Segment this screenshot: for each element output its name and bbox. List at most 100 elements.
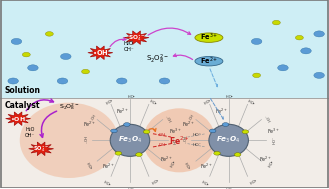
Text: •OH: •OH xyxy=(201,177,210,184)
Text: -OH: -OH xyxy=(158,143,166,147)
Circle shape xyxy=(251,38,262,44)
Text: HO⁻: HO⁻ xyxy=(192,133,201,137)
Text: Fe$^{2+}$: Fe$^{2+}$ xyxy=(102,162,115,171)
FancyArrowPatch shape xyxy=(148,28,190,35)
Text: Fe$_3$O$_4$: Fe$_3$O$_4$ xyxy=(118,135,142,145)
Text: Fe$^{2+}$: Fe$^{2+}$ xyxy=(116,106,129,116)
Text: Fe$^{2+}$: Fe$^{2+}$ xyxy=(259,155,272,164)
Text: HO⁻: HO⁻ xyxy=(86,113,94,122)
Text: Fe$^{3+}$: Fe$^{3+}$ xyxy=(267,127,281,136)
Text: •OH: •OH xyxy=(265,159,272,168)
Text: $\bullet$OH: $\bullet$OH xyxy=(10,115,26,123)
Polygon shape xyxy=(29,142,54,156)
Text: •OH: •OH xyxy=(224,185,233,189)
Circle shape xyxy=(136,153,142,156)
FancyArrowPatch shape xyxy=(110,38,126,47)
Text: HO⁻: HO⁻ xyxy=(174,136,178,144)
Ellipse shape xyxy=(209,124,248,156)
Text: HO⁻: HO⁻ xyxy=(265,113,272,122)
Text: •OH: •OH xyxy=(185,159,192,168)
FancyArrowPatch shape xyxy=(210,98,223,119)
Text: •OH: •OH xyxy=(166,159,174,168)
Text: Fe$^{3+}$: Fe$^{3+}$ xyxy=(200,32,218,43)
Text: •OH: •OH xyxy=(224,92,233,96)
Text: HO⁻: HO⁻ xyxy=(192,143,201,147)
Text: Catalyst: Catalyst xyxy=(4,101,40,110)
Polygon shape xyxy=(6,112,31,125)
FancyArrowPatch shape xyxy=(173,54,192,60)
Text: Fe$^{3+}$: Fe$^{3+}$ xyxy=(169,127,182,136)
Circle shape xyxy=(222,123,229,126)
Circle shape xyxy=(234,153,241,156)
FancyArrowPatch shape xyxy=(149,128,156,131)
Text: Solution: Solution xyxy=(4,86,40,95)
Text: •OH: •OH xyxy=(126,185,134,189)
Text: •OH: •OH xyxy=(247,177,256,184)
Circle shape xyxy=(61,53,71,60)
FancyArrowPatch shape xyxy=(26,99,54,111)
Ellipse shape xyxy=(195,33,223,42)
Text: $\bullet$OH: $\bullet$OH xyxy=(92,48,109,57)
Text: HO⁻: HO⁻ xyxy=(181,136,185,144)
Circle shape xyxy=(45,32,53,36)
Circle shape xyxy=(143,130,150,134)
Text: •OH: •OH xyxy=(86,159,94,168)
Circle shape xyxy=(278,65,288,71)
Text: H₂O
OH⁻: H₂O OH⁻ xyxy=(25,127,35,138)
Bar xyxy=(0,0,329,98)
Text: •OH: •OH xyxy=(102,96,112,104)
Text: SO$_4^{\bullet-}$: SO$_4^{\bullet-}$ xyxy=(128,33,145,43)
Text: HO⁻: HO⁻ xyxy=(166,113,174,122)
Circle shape xyxy=(272,20,280,25)
Circle shape xyxy=(11,38,22,44)
Circle shape xyxy=(301,48,311,54)
Text: Fe$^{2+}$: Fe$^{2+}$ xyxy=(200,162,214,171)
Circle shape xyxy=(253,73,261,78)
Text: •OH: •OH xyxy=(148,96,158,104)
Text: S$_2$O$_8^{2-}$: S$_2$O$_8^{2-}$ xyxy=(59,101,80,112)
Bar xyxy=(0,98,329,188)
Text: •OH: •OH xyxy=(148,177,158,184)
Circle shape xyxy=(314,72,324,78)
Text: Fe$_3$O$_4$: Fe$_3$O$_4$ xyxy=(216,135,241,145)
Circle shape xyxy=(28,65,38,71)
Circle shape xyxy=(314,31,324,37)
Polygon shape xyxy=(124,31,149,44)
Circle shape xyxy=(8,78,18,84)
Circle shape xyxy=(82,69,89,74)
Text: Fe$^{2+}$: Fe$^{2+}$ xyxy=(182,120,195,129)
Circle shape xyxy=(57,78,68,84)
Text: Fe$^{2+}$: Fe$^{2+}$ xyxy=(200,56,218,67)
Circle shape xyxy=(124,123,130,126)
Text: •OH: •OH xyxy=(102,177,112,184)
Text: HO⁻: HO⁻ xyxy=(82,136,86,144)
Text: Fe$^{2+}$: Fe$^{2+}$ xyxy=(160,155,173,164)
Circle shape xyxy=(209,129,216,133)
Text: HO⁻: HO⁻ xyxy=(185,113,192,122)
FancyArrowPatch shape xyxy=(210,69,217,87)
Ellipse shape xyxy=(20,103,118,178)
Text: •OH: •OH xyxy=(201,96,210,104)
Text: H₂O
OH⁻: H₂O OH⁻ xyxy=(123,41,134,52)
Circle shape xyxy=(242,130,249,134)
Ellipse shape xyxy=(110,124,150,156)
Text: HO⁻: HO⁻ xyxy=(273,136,277,144)
Circle shape xyxy=(111,129,117,133)
Text: Fe$^{2+}$: Fe$^{2+}$ xyxy=(83,120,96,129)
Circle shape xyxy=(295,35,303,40)
Ellipse shape xyxy=(195,57,223,66)
Polygon shape xyxy=(88,46,113,60)
Circle shape xyxy=(22,52,30,57)
Text: Fe$^{2+}$: Fe$^{2+}$ xyxy=(169,134,190,146)
Circle shape xyxy=(115,151,122,155)
Circle shape xyxy=(214,151,220,155)
Text: S$_2$O$_8^{2-}$: S$_2$O$_8^{2-}$ xyxy=(146,53,169,66)
Text: •OH: •OH xyxy=(247,96,256,104)
Circle shape xyxy=(159,78,170,84)
Text: Fe$^{2+}$: Fe$^{2+}$ xyxy=(215,106,228,116)
Ellipse shape xyxy=(143,108,215,172)
Text: SO$_4^{\bullet-}$: SO$_4^{\bullet-}$ xyxy=(33,144,49,154)
Text: -OH: -OH xyxy=(158,133,166,137)
FancyArrowPatch shape xyxy=(40,111,57,137)
Text: •OH: •OH xyxy=(126,92,134,96)
